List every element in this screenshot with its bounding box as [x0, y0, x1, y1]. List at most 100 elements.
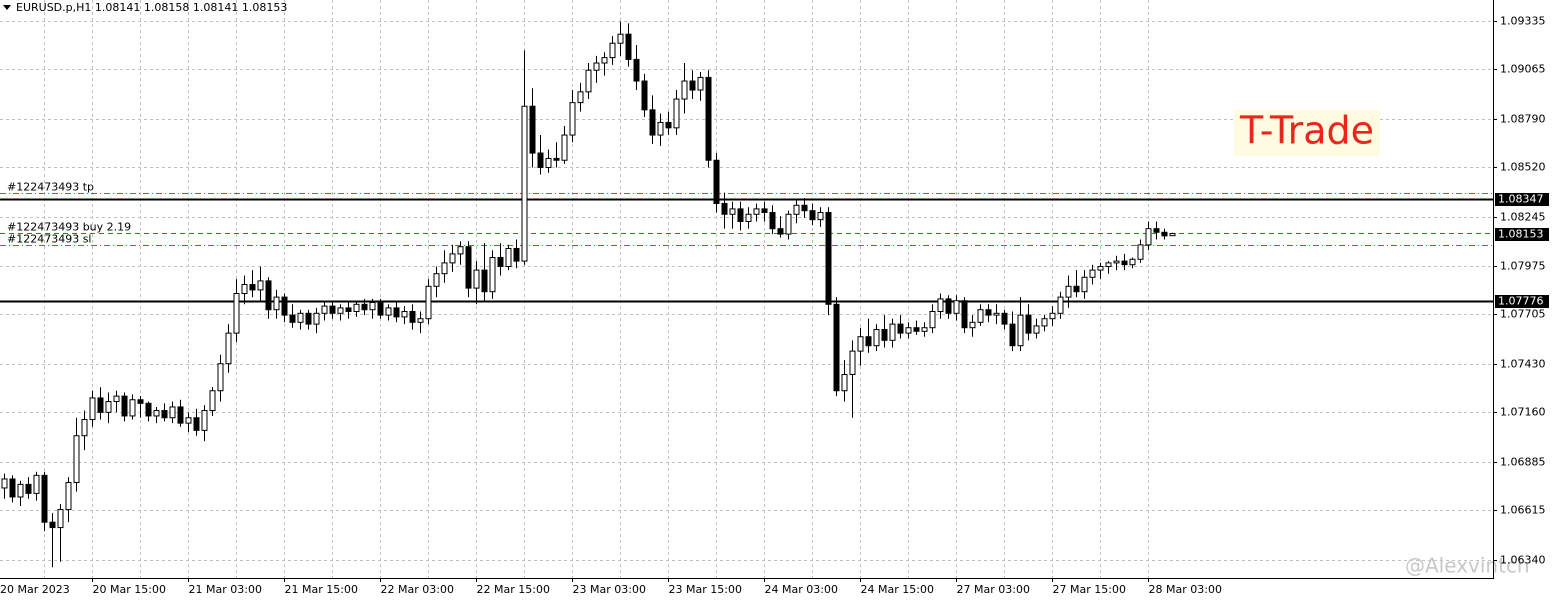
- candle-body: [873, 329, 880, 347]
- candle-body: [1041, 318, 1048, 327]
- axes: 1.06340 1.06615 1.06885 1.07160 1.07430 1.077…: [0, 15, 1549, 596]
- candle-body: [305, 312, 312, 325]
- candle-body: [841, 374, 848, 392]
- candle-body: [185, 417, 192, 424]
- candle-body: [857, 336, 864, 352]
- header: EURUSD.p,H1 1.08141 1.08158 1.08141 1.08…: [16, 1, 287, 14]
- candle-body: [321, 305, 328, 314]
- candle-body: [625, 33, 632, 60]
- candle-body: [25, 483, 32, 494]
- candle-body: [281, 296, 288, 316]
- candle-body: [529, 105, 536, 154]
- watermark-box: [1234, 110, 1380, 156]
- candle-body: [977, 309, 984, 323]
- watermark: T-Trade: [1239, 109, 1374, 153]
- candle-body: [1065, 285, 1072, 298]
- candle-body: [833, 303, 840, 392]
- candle-body: [209, 390, 216, 412]
- candle-body: [289, 314, 296, 323]
- x-tick-label: 22 Mar 15:00: [477, 583, 550, 596]
- x-tick-label: 21 Mar 15:00: [285, 583, 358, 596]
- candle-body: [505, 247, 512, 267]
- x-tick-label: 20 Mar 2023: [0, 583, 70, 596]
- candle-body: [97, 397, 104, 413]
- x-tick-label: 22 Mar 03:00: [381, 583, 454, 596]
- candle-body: [369, 302, 376, 311]
- price-tag-label: 1.08347: [1498, 193, 1544, 206]
- candle-body: [105, 401, 112, 413]
- candle-body: [753, 208, 760, 215]
- y-tick-label: 1.08520: [1500, 161, 1546, 174]
- candle-body: [1161, 231, 1168, 237]
- candle-body: [9, 478, 16, 498]
- candle-body: [969, 321, 976, 329]
- candle-body: [825, 211, 832, 305]
- candle-body: [513, 247, 520, 262]
- candle-body: [1025, 314, 1032, 334]
- price-tag: [1495, 295, 1549, 308]
- candle-body: [121, 395, 128, 417]
- candle-body: [353, 303, 360, 313]
- candle-body: [1169, 233, 1176, 237]
- candle-body: [793, 204, 800, 215]
- price-tag-label: 1.07776: [1498, 295, 1544, 308]
- candle-body: [537, 152, 544, 168]
- candle-body: [385, 307, 392, 316]
- candle-body: [73, 435, 80, 484]
- candle-body: [601, 57, 608, 64]
- candle-body: [1057, 296, 1064, 314]
- candle-body: [593, 62, 600, 71]
- candle-body: [1009, 323, 1016, 347]
- candle-body: [937, 298, 944, 313]
- candle-body: [57, 509, 64, 529]
- candle-body: [721, 202, 728, 215]
- candle-body: [713, 159, 720, 204]
- candle-body: [585, 69, 592, 93]
- candle-body: [993, 312, 1000, 316]
- candle-body: [913, 327, 920, 332]
- candle-body: [169, 406, 176, 419]
- candle-body: [361, 303, 368, 311]
- candle-body: [129, 399, 136, 417]
- symbol: EURUSD.p,H1: [16, 1, 91, 14]
- x-tick-label: 21 Mar 03:00: [189, 583, 262, 596]
- header-high: 1.08158: [144, 1, 190, 14]
- candle-body: [177, 406, 184, 424]
- candle-body: [809, 210, 816, 221]
- candle-body: [801, 204, 808, 212]
- grid: [0, 0, 1493, 578]
- current-price-label: 1.08153: [1498, 228, 1544, 241]
- candle-body: [241, 283, 248, 295]
- candle-body: [409, 311, 416, 323]
- candle-body: [329, 305, 336, 314]
- y-tick-label: 1.08790: [1500, 113, 1546, 126]
- candle-body: [313, 312, 320, 325]
- candle-body: [609, 42, 616, 59]
- candle-body: [1049, 312, 1056, 320]
- candle-body: [865, 336, 872, 347]
- candle-body: [649, 109, 656, 136]
- candle-body: [145, 402, 152, 417]
- candle-body: [921, 327, 928, 332]
- candle-body: [521, 105, 528, 262]
- candle-body: [1113, 260, 1120, 264]
- y-tick-label: 1.07975: [1500, 260, 1546, 273]
- candle-body: [153, 410, 160, 417]
- menu-arrow[interactable]: [3, 5, 11, 10]
- y-tick-label: 1.07430: [1500, 358, 1546, 371]
- candle-body: [345, 307, 352, 313]
- candle-body: [377, 302, 384, 316]
- candle-body: [849, 350, 856, 376]
- candle-body: [1145, 228, 1152, 246]
- candle-body: [161, 410, 168, 419]
- candle-body: [657, 121, 664, 136]
- y-tick-label: 1.06340: [1500, 554, 1546, 567]
- candle-body: [817, 211, 824, 221]
- candle-body: [1105, 262, 1112, 267]
- candle-body: [1001, 312, 1008, 325]
- candle-body: [233, 293, 240, 334]
- candle-body: [297, 312, 304, 323]
- candle-body: [689, 80, 696, 91]
- candle-body: [441, 262, 448, 275]
